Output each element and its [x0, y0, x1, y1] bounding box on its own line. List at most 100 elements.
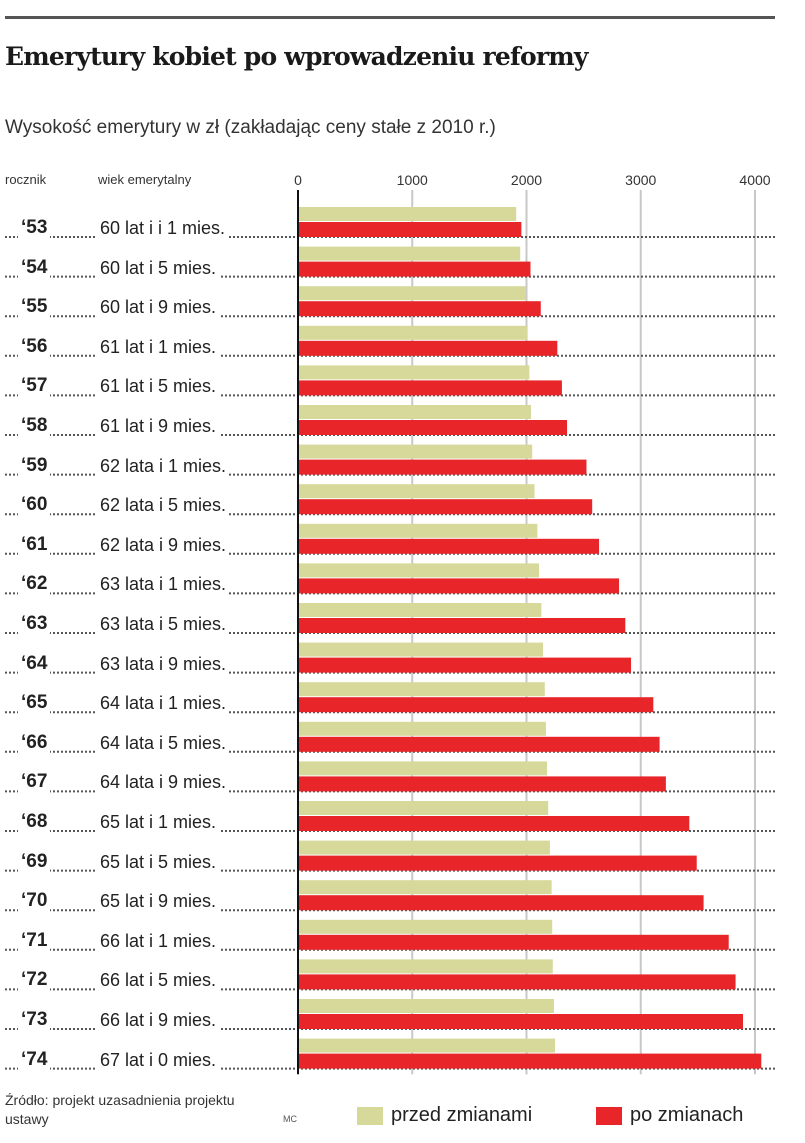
age-label: 60 lat i 5 mies. — [97, 257, 220, 279]
legend-label-before: przed zmianami — [391, 1104, 533, 1126]
bar-after — [298, 855, 697, 871]
bar-before — [298, 682, 545, 697]
bar-after — [298, 459, 587, 475]
top-rule — [5, 16, 775, 19]
chart-subtitle: Wysokość emerytury w zł (zakładając ceny… — [5, 117, 496, 138]
age-label: 61 lat i 9 mies. — [97, 416, 220, 437]
year-label: ‘73 — [18, 1009, 51, 1031]
year-label: ‘67 — [18, 771, 51, 794]
x-tick-label: 2000 — [510, 172, 543, 188]
year-label: ‘57 — [18, 375, 51, 398]
year-label: ‘63 — [18, 613, 51, 635]
legend-item-before: przed zmianami — [357, 1104, 532, 1127]
bar-after — [298, 301, 541, 317]
year-label: ‘58 — [18, 415, 51, 437]
year-label: ‘66 — [18, 731, 51, 754]
year-label: ‘69 — [18, 850, 51, 873]
year-label: ‘71 — [18, 929, 51, 952]
x-tick-label: 1000 — [396, 172, 428, 188]
legend-label-after: po zmianach — [630, 1104, 744, 1126]
age-label: 60 lat i i 1 mies. — [97, 218, 229, 239]
bar-before — [298, 563, 540, 578]
age-label: 64 lata i 1 mies. — [97, 693, 230, 715]
bar-before — [298, 1038, 556, 1053]
legend-item-after: po zmianach — [596, 1104, 743, 1127]
author-credit: MC — [283, 1114, 297, 1124]
bar-after — [298, 776, 666, 792]
bar-after — [298, 974, 736, 990]
year-label: ‘53 — [18, 217, 51, 239]
age-label: 63 lata i 5 mies. — [97, 614, 230, 635]
bar-after — [298, 934, 729, 950]
age-label: 62 lata i 1 mies. — [97, 455, 230, 477]
bar-before — [298, 880, 552, 895]
year-label: ‘59 — [18, 454, 51, 477]
bar-after — [298, 578, 620, 594]
age-label: 66 lat i 5 mies. — [97, 970, 220, 992]
bar-before — [298, 721, 546, 736]
age-label: 66 lat i 9 mies. — [97, 1010, 220, 1031]
bar-after — [298, 380, 562, 396]
year-label: ‘64 — [18, 652, 51, 675]
bar-before — [298, 840, 550, 855]
year-label: ‘62 — [18, 573, 51, 596]
x-tick-label: 4000 — [739, 172, 771, 188]
bar-after — [298, 697, 654, 713]
age-label: 67 lat i 0 mies. — [97, 1049, 220, 1071]
bar-before — [298, 365, 530, 380]
year-column-header: rocznik — [5, 172, 47, 187]
bar-after — [298, 1053, 762, 1069]
bar-before — [298, 444, 533, 459]
bar-before — [298, 801, 549, 815]
year-label: ‘61 — [18, 533, 51, 556]
bar-before — [298, 246, 521, 261]
bar-after — [298, 657, 632, 673]
age-label: 65 lat i 1 mies. — [97, 812, 220, 833]
chart-title: Emerytury kobiet po wprowadzeniu reformy — [5, 42, 588, 71]
age-label: 66 lat i 1 mies. — [97, 930, 220, 952]
bar-before — [298, 999, 554, 1013]
bar-before — [298, 207, 517, 221]
bar-after — [298, 736, 660, 752]
bar-before — [298, 642, 544, 657]
age-column-header: wiek emerytalny — [98, 172, 192, 187]
age-label: 62 lata i 5 mies. — [97, 495, 230, 517]
x-tick-label: 3000 — [625, 172, 657, 188]
bar-after — [298, 895, 704, 911]
age-label: 62 lata i 9 mies. — [97, 534, 230, 556]
year-label: ‘54 — [18, 256, 51, 279]
bar-after — [298, 222, 522, 237]
year-label: ‘55 — [18, 296, 51, 319]
age-label: 63 lata i 1 mies. — [97, 574, 230, 596]
bar-after — [298, 499, 593, 515]
bar-after — [298, 1014, 744, 1029]
year-label: ‘68 — [18, 811, 51, 833]
bar-before — [298, 286, 526, 301]
age-label: 65 lat i 9 mies. — [97, 891, 220, 913]
year-label: ‘72 — [18, 969, 51, 992]
age-label: 63 lata i 9 mies. — [97, 653, 230, 675]
year-label: ‘74 — [18, 1048, 51, 1071]
bar-before — [298, 325, 528, 340]
age-label: 64 lata i 5 mies. — [97, 732, 230, 754]
bar-after — [298, 420, 568, 435]
year-label: ‘65 — [18, 692, 51, 715]
year-label: ‘60 — [18, 494, 51, 517]
bar-before — [298, 405, 532, 419]
age-label: 61 lat i 5 mies. — [97, 376, 220, 398]
bar-after — [298, 618, 626, 633]
bar-before — [298, 523, 538, 538]
bar-before — [298, 603, 542, 617]
age-label: 61 lat i 1 mies. — [97, 336, 220, 358]
year-label: ‘56 — [18, 335, 51, 358]
bar-before — [298, 761, 548, 776]
legend-swatch-before — [357, 1106, 383, 1125]
bar-before — [298, 959, 553, 974]
source-note: Źródło: projekt uzasadnienia projektu us… — [5, 1092, 235, 1127]
age-label: 60 lat i 9 mies. — [97, 297, 220, 319]
age-label: 65 lat i 5 mies. — [97, 851, 220, 873]
bar-before — [298, 484, 535, 499]
bar-after — [298, 340, 558, 356]
bar-before — [298, 919, 553, 934]
